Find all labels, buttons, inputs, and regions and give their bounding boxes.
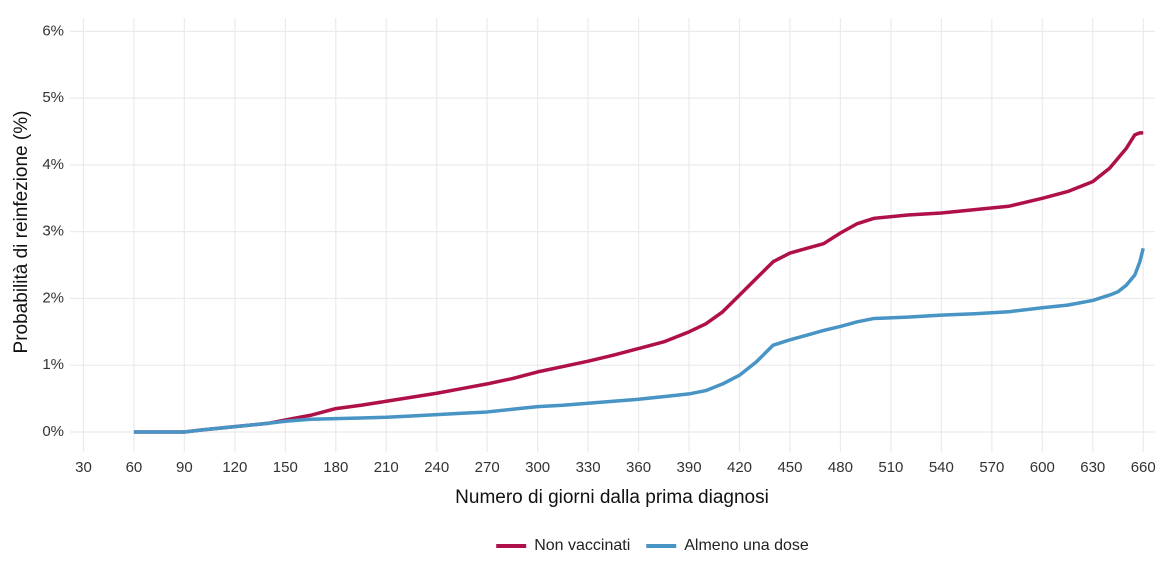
- y-tick-label: 4%: [42, 156, 64, 173]
- x-tick-label: 300: [525, 459, 550, 476]
- legend: Non vaccinati Almeno una dose: [496, 537, 809, 554]
- x-tick-label: 60: [126, 459, 143, 476]
- y-axis-title: Probabilità di reinfezione (%): [11, 111, 32, 354]
- x-tick-label: 210: [374, 459, 399, 476]
- legend-label: Non vaccinati: [534, 537, 630, 554]
- x-tick-label: 270: [475, 459, 500, 476]
- x-tick-label: 90: [176, 459, 193, 476]
- x-tick-label: 600: [1030, 459, 1055, 476]
- x-tick-label: 480: [828, 459, 853, 476]
- y-tick-label: 1%: [42, 356, 64, 373]
- x-tick-label: 360: [626, 459, 651, 476]
- x-tick-label: 120: [222, 459, 247, 476]
- x-tick-label: 390: [677, 459, 702, 476]
- x-tick-label: 450: [777, 459, 802, 476]
- series-line: [133, 131, 1144, 434]
- series-line: [133, 247, 1145, 434]
- x-tick-label: 660: [1131, 459, 1156, 476]
- x-tick-label: 630: [1080, 459, 1105, 476]
- y-tick-label: 2%: [42, 289, 64, 306]
- plot-area: [133, 131, 1145, 434]
- x-tick-label: 420: [727, 459, 752, 476]
- grid: [70, 18, 1155, 452]
- x-tick-label: 150: [273, 459, 298, 476]
- y-tick-label: 3%: [42, 223, 64, 240]
- x-tick-label: 240: [424, 459, 449, 476]
- x-tick-label: 30: [75, 459, 92, 476]
- y-tick-label: 5%: [42, 89, 64, 106]
- x-axis-title: Numero di giorni dalla prima diagnosi: [455, 487, 769, 508]
- x-tick-label: 330: [576, 459, 601, 476]
- x-tick-label: 540: [929, 459, 954, 476]
- x-tick-label: 570: [979, 459, 1004, 476]
- legend-label: Almeno una dose: [684, 537, 809, 554]
- x-tick-label: 510: [878, 459, 903, 476]
- y-tick-label: 0%: [42, 423, 64, 440]
- x-tick-label: 180: [323, 459, 348, 476]
- y-tick-label: 6%: [42, 22, 64, 39]
